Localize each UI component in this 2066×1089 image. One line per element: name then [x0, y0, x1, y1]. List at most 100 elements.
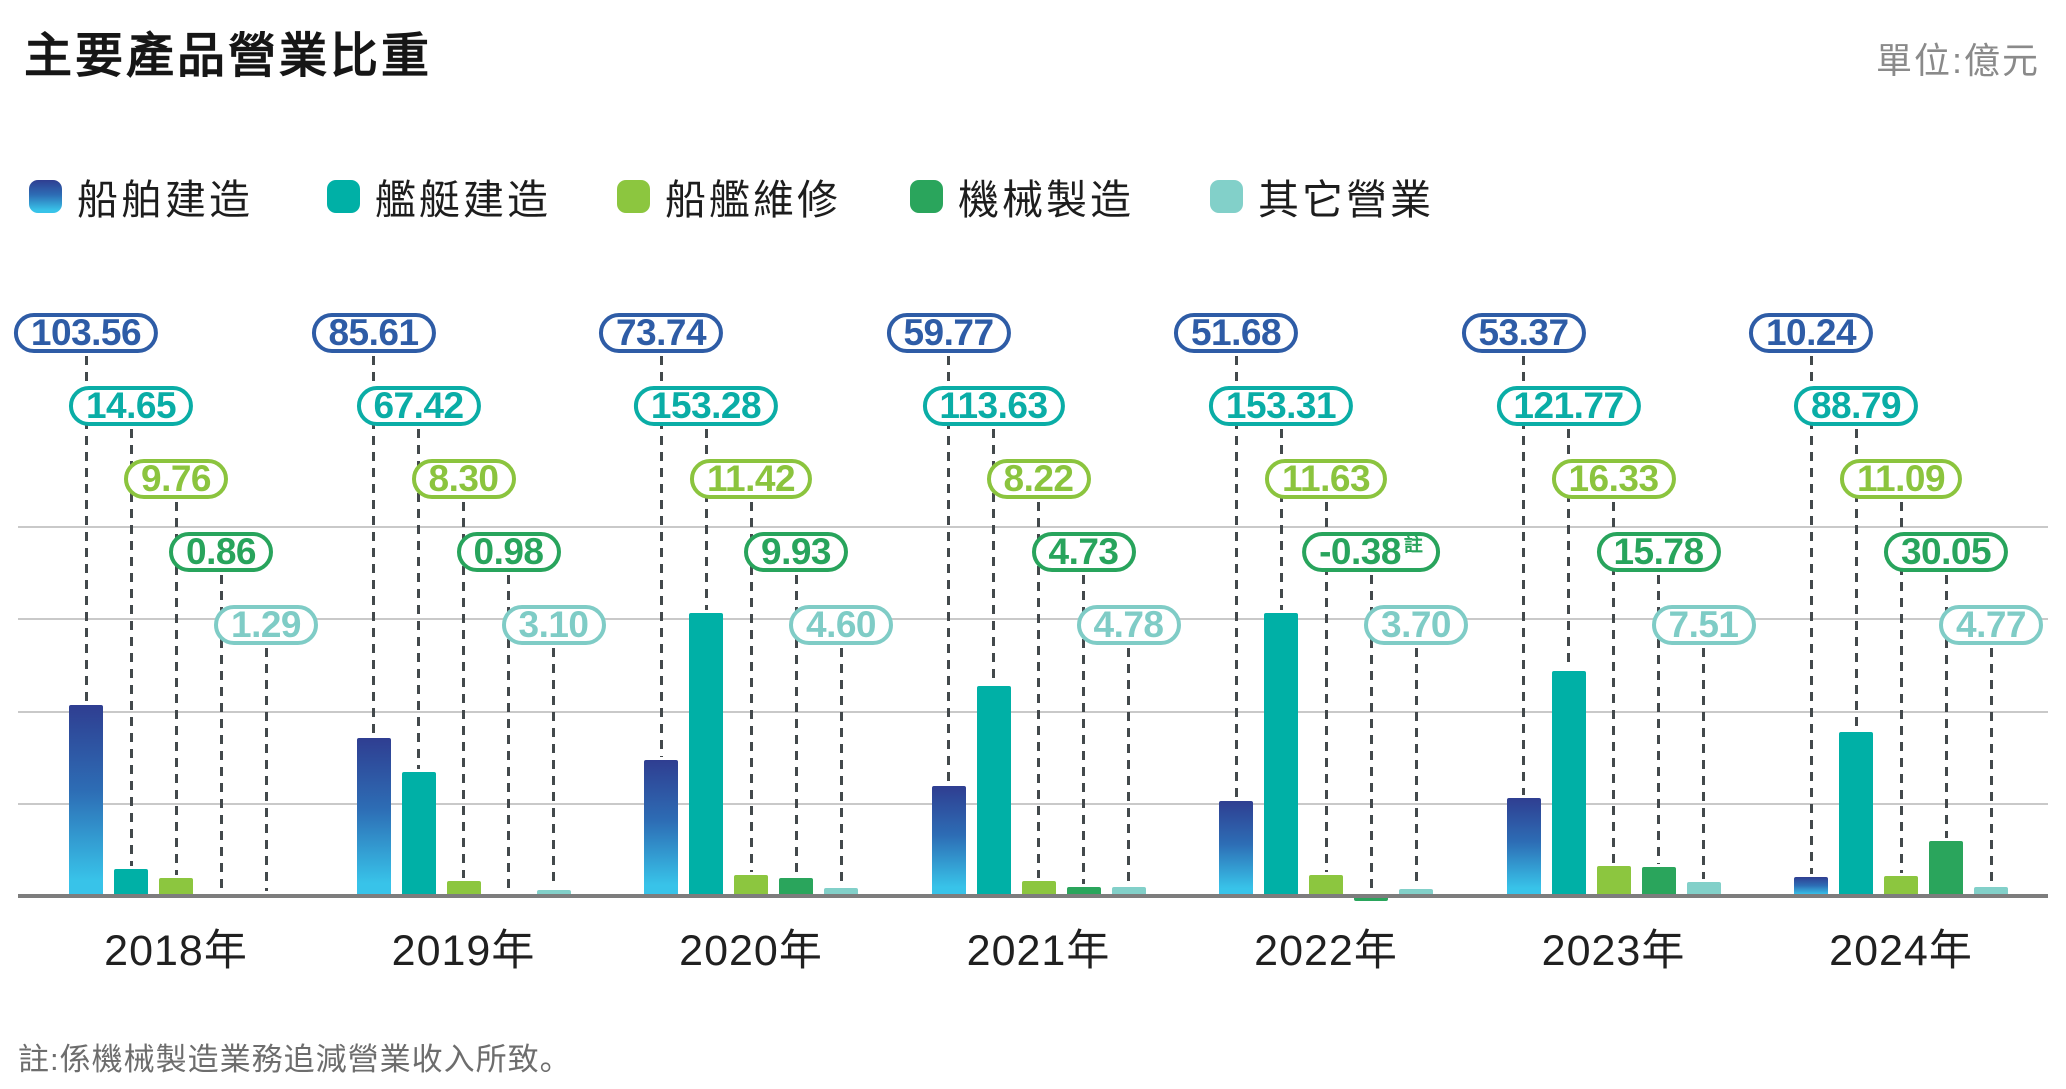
- value-label: 0.98: [456, 531, 561, 572]
- value-text: 67.42: [373, 385, 464, 426]
- bar: [1021, 880, 1056, 896]
- value-text: 1.29: [230, 604, 302, 645]
- leader-line: [1989, 648, 1993, 885]
- unit-label: 單位:億元: [1875, 40, 2040, 81]
- value-label: 153.28: [633, 385, 779, 426]
- value-label: 59.77: [886, 312, 1011, 353]
- value-text: 4.73: [1048, 531, 1119, 572]
- legend-label: 船舶建造: [77, 177, 253, 223]
- value-text: 85.61: [328, 312, 419, 353]
- value-text: 0.86: [185, 531, 257, 572]
- leader-line: [1702, 648, 1705, 880]
- bar: [1399, 889, 1433, 896]
- x-axis-label: 2018年: [104, 927, 248, 975]
- bar: [1596, 865, 1631, 896]
- bar: [356, 738, 391, 896]
- leader-line: [507, 575, 510, 892]
- value-label: 11.42: [689, 458, 813, 499]
- leader-line: [1854, 429, 1858, 730]
- leader-line: [1369, 575, 1373, 893]
- legend-item: 船艦維修: [617, 166, 841, 226]
- bar: [401, 771, 436, 896]
- legend-swatch: [1210, 179, 1243, 213]
- x-axis-label: 2022年: [1254, 927, 1398, 975]
- leader-line: [1899, 502, 1903, 873]
- bar: [1551, 671, 1586, 896]
- bar: [1309, 874, 1343, 896]
- value-text: 9.76: [140, 458, 212, 499]
- value-label: 51.68: [1173, 312, 1299, 353]
- value-text: 8.30: [428, 458, 499, 499]
- value-label: -0.38 註: [1302, 531, 1440, 572]
- value-text: 7.51: [1668, 604, 1739, 645]
- value-label: 3.10: [501, 604, 606, 645]
- bar: [824, 887, 858, 896]
- value-label: 1.29: [213, 604, 319, 645]
- bar: [1974, 887, 2008, 896]
- value-label: 11.63: [1264, 458, 1388, 499]
- legend-item: 艦艇建造: [327, 166, 551, 226]
- leader-line: [1612, 502, 1615, 863]
- bar: [446, 880, 481, 896]
- value-label: 88.79: [1793, 385, 1919, 426]
- value-text: 11.09: [1856, 458, 1946, 499]
- leader-line: [129, 429, 133, 866]
- value-text: 16.33: [1568, 458, 1659, 499]
- legend-swatch: [327, 179, 360, 213]
- value-text: 88.79: [1810, 385, 1902, 426]
- leader-line: [749, 502, 753, 872]
- leader-line: [84, 356, 88, 702]
- value-text: 121.77: [1513, 385, 1624, 426]
- value-label: 16.33: [1551, 458, 1676, 499]
- leader-line: [1657, 575, 1660, 864]
- x-axis-label: 2024年: [1829, 927, 1973, 975]
- x-axis-label: 2021年: [966, 927, 1111, 975]
- value-label: 0.86: [168, 531, 274, 572]
- bar: [1929, 840, 1963, 896]
- bar: [1884, 875, 1918, 896]
- value-text: 153.28: [650, 385, 762, 426]
- bar: [1506, 797, 1541, 896]
- legend-label: 機械製造: [958, 177, 1134, 223]
- leader-line: [417, 429, 420, 769]
- value-label: 8.30: [411, 458, 516, 499]
- leader-line: [372, 356, 375, 736]
- value-text: 59.77: [903, 312, 994, 353]
- value-label: 103.56: [13, 312, 159, 353]
- x-axis-label: 2019年: [391, 927, 536, 975]
- value-text: 8.22: [1003, 458, 1074, 499]
- leader-line: [1324, 502, 1328, 872]
- bar: [1794, 877, 1828, 896]
- legend-item: 其它營業: [1210, 166, 1434, 226]
- value-label: 4.60: [788, 604, 894, 645]
- value-label: 53.37: [1461, 312, 1586, 353]
- value-label: 9.76: [123, 458, 229, 499]
- bar: [976, 686, 1011, 896]
- leader-line: [264, 648, 268, 891]
- value-text: 10.24: [1765, 312, 1857, 353]
- x-axis-label: 2023年: [1541, 927, 1686, 975]
- bar: [779, 877, 813, 896]
- gridline: [18, 618, 2048, 621]
- value-label: 4.78: [1076, 604, 1181, 645]
- leader-line: [1279, 429, 1283, 611]
- value-label: 10.24: [1748, 312, 1874, 353]
- leader-line: [992, 429, 995, 684]
- leader-line: [219, 575, 223, 892]
- value-text: 11.42: [706, 458, 796, 499]
- value-label: 7.51: [1651, 604, 1756, 645]
- footnote: 註:係機械製造業務追減營業收入所致。: [18, 1042, 572, 1077]
- value-text: 3.10: [518, 604, 589, 645]
- bar: [114, 868, 148, 896]
- leader-line: [1944, 575, 1948, 838]
- value-label: 67.42: [356, 385, 481, 426]
- bar: [1264, 613, 1298, 896]
- value-label: 153.31: [1208, 385, 1354, 426]
- leader-line: [1414, 648, 1418, 887]
- gridline: [18, 526, 2048, 528]
- value-text: -0.38: [1319, 531, 1401, 572]
- value-label: 121.77: [1496, 385, 1641, 426]
- bar: [159, 877, 193, 896]
